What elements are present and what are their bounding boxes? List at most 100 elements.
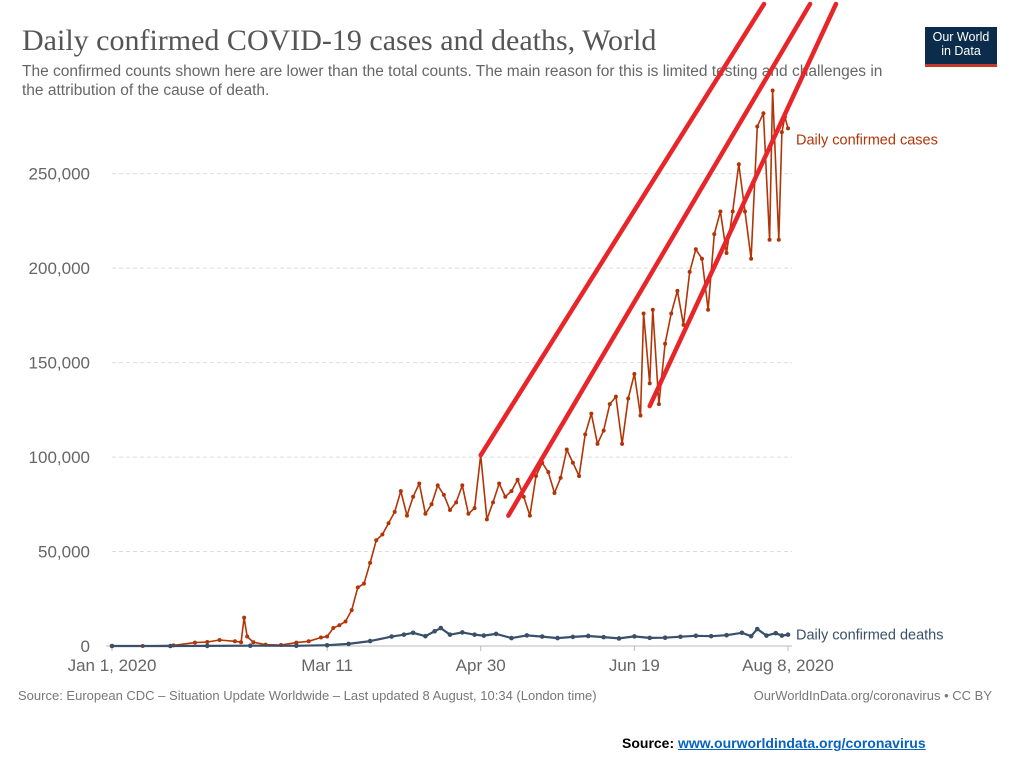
cases-point <box>343 619 348 624</box>
cases-point <box>527 513 532 518</box>
cases-point <box>770 88 775 93</box>
cases-point <box>589 411 594 416</box>
cases-point <box>460 483 465 488</box>
deaths-series-label: Daily confirmed deaths <box>796 628 944 644</box>
deaths-point <box>632 634 637 639</box>
cases-point <box>546 470 551 475</box>
cases-point <box>776 237 781 242</box>
deaths-point <box>367 638 373 644</box>
deaths-point <box>647 635 653 641</box>
cases-point <box>699 256 704 261</box>
cases-point <box>491 500 496 505</box>
data-source-note: Source: European CDC – Situation Update … <box>18 688 597 703</box>
cases-point <box>730 209 735 214</box>
deaths-point <box>324 642 330 648</box>
cases-point <box>417 481 422 486</box>
x-tick-label: Jun 19 <box>609 656 660 675</box>
logo-line-2: in Data <box>941 44 981 58</box>
trend-annotation-line <box>478 1 767 458</box>
cases-point <box>767 237 772 242</box>
deaths-point <box>570 634 576 640</box>
deaths-point <box>708 633 714 639</box>
cases-point <box>331 626 336 631</box>
cases-point <box>306 639 311 644</box>
cases-point <box>423 511 428 516</box>
cases-point <box>742 209 747 214</box>
cases-point <box>558 475 563 480</box>
deaths-point <box>168 643 173 649</box>
cases-point <box>552 490 557 495</box>
deaths-point <box>662 635 668 640</box>
deaths-point <box>773 630 779 636</box>
cases-point <box>404 513 409 518</box>
cases-point <box>706 307 711 312</box>
cases-point <box>386 521 391 526</box>
deaths-point <box>493 631 499 637</box>
owid-logo[interactable]: Our World in Data <box>925 27 997 67</box>
deaths-point <box>481 633 487 638</box>
deaths-point <box>748 633 754 639</box>
cases-series-label: Daily confirmed cases <box>796 133 938 149</box>
cases-point <box>318 635 323 640</box>
cases-point <box>217 637 222 642</box>
cases-point <box>641 311 646 316</box>
x-tick-label: Aug 8, 2020 <box>742 656 834 675</box>
cases-point <box>435 483 440 488</box>
cases-point <box>466 511 471 516</box>
cases-point <box>374 538 379 543</box>
cases-point <box>355 585 360 590</box>
cases-point <box>368 560 373 565</box>
cases-point <box>669 311 674 316</box>
cases-point <box>601 428 606 433</box>
y-tick-label: 50,000 <box>38 543 90 562</box>
cases-point <box>392 509 397 514</box>
cases-point <box>509 489 514 494</box>
deaths-point <box>764 633 769 638</box>
cases-point <box>564 447 569 452</box>
deaths-point <box>438 625 444 631</box>
deaths-point <box>472 632 477 637</box>
trend-annotation-line <box>506 1 813 518</box>
deaths-point <box>447 632 453 637</box>
cases-point <box>724 251 729 256</box>
trend-annotation-line <box>647 1 839 409</box>
deaths-point <box>785 632 791 637</box>
deaths-point <box>754 626 760 632</box>
cases-point <box>497 481 502 486</box>
cases-point <box>577 473 582 478</box>
cases-point <box>325 634 330 639</box>
cases-point <box>232 639 237 644</box>
cases-point <box>411 494 416 499</box>
cases-point <box>448 507 452 512</box>
deaths-point <box>693 633 699 639</box>
cases-point <box>779 130 784 135</box>
deaths-point <box>724 632 729 638</box>
deaths-point <box>410 630 416 636</box>
deaths-point <box>346 641 351 647</box>
chart-subtitle: The confirmed counts shown here are lowe… <box>22 63 883 99</box>
cases-point <box>675 288 680 293</box>
cases-point <box>656 402 661 407</box>
cases-point <box>583 432 588 437</box>
cases-point <box>515 477 520 482</box>
cases-point <box>472 506 477 511</box>
cases-point <box>205 640 210 645</box>
cases-point <box>398 489 403 494</box>
cases-point <box>663 341 668 346</box>
y-tick-label: 150,000 <box>29 354 90 373</box>
cases-point <box>786 126 790 131</box>
cases-point <box>484 517 489 522</box>
cases-point <box>736 162 741 167</box>
deaths-point <box>109 643 115 649</box>
x-tick-label: Apr 30 <box>456 656 506 675</box>
cases-point <box>650 307 655 312</box>
deaths-point <box>779 633 785 638</box>
cases-point <box>429 502 434 507</box>
deaths-point <box>247 643 253 649</box>
source-link[interactable]: www.ourworldindata.org/coronavirus <box>678 735 926 751</box>
cases-point <box>251 640 256 645</box>
cases-point <box>294 640 299 645</box>
cases-point <box>521 494 526 499</box>
cases-point <box>454 500 459 505</box>
